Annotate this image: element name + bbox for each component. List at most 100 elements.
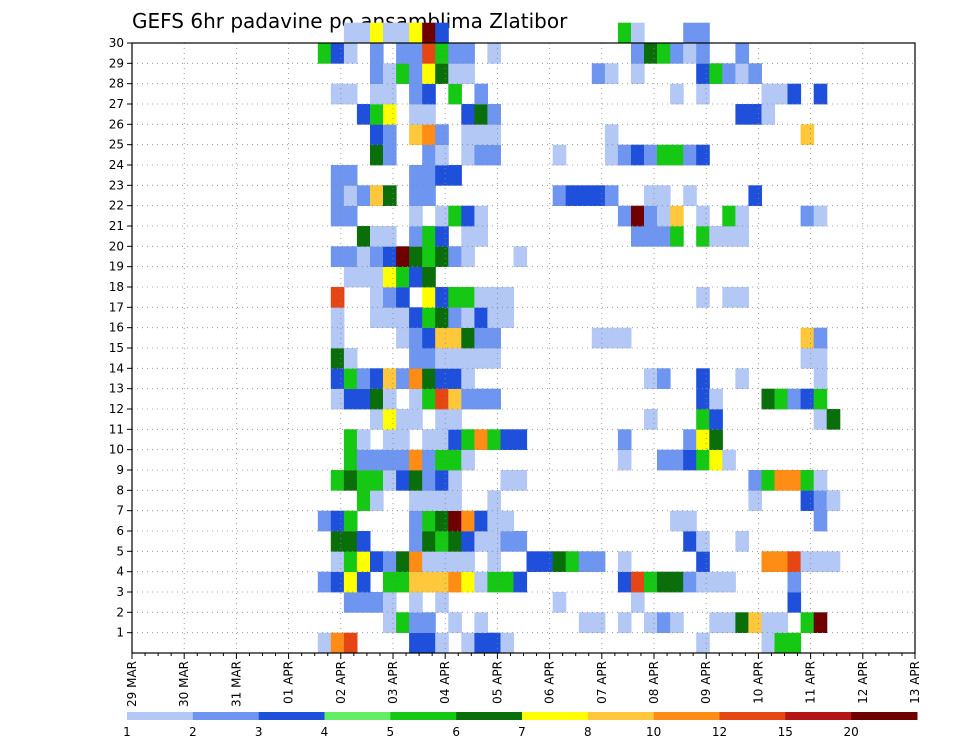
heatmap-cell — [644, 185, 658, 206]
heatmap-cell — [761, 470, 776, 491]
heatmap-cell — [383, 612, 397, 633]
y-tick-label: 14 — [109, 361, 124, 375]
heatmap-cell — [735, 531, 749, 552]
heatmap-cell — [461, 571, 475, 593]
heatmap-cell — [396, 368, 410, 389]
heatmap-cell — [435, 43, 449, 64]
heatmap-cell — [670, 43, 684, 64]
heatmap-cell — [487, 571, 501, 593]
heatmap-cell — [787, 83, 802, 105]
heatmap-cell — [735, 104, 749, 125]
heatmap-cell — [422, 449, 436, 471]
heatmap-cell — [343, 449, 358, 471]
legend-swatch — [785, 712, 852, 720]
heatmap-cell — [461, 63, 475, 84]
y-tick-label: 16 — [109, 321, 124, 335]
legend-label: 12 — [712, 725, 727, 739]
heatmap-cell — [448, 429, 462, 450]
heatmap-cell — [552, 144, 567, 166]
heatmap-cell — [787, 592, 802, 613]
y-tick-label: 24 — [109, 158, 124, 172]
heatmap-cell — [409, 246, 423, 267]
heatmap-cell — [409, 632, 423, 654]
heatmap-cell — [617, 612, 632, 633]
heatmap-cell — [343, 43, 358, 64]
heatmap-cell — [696, 449, 710, 471]
heatmap-cell — [813, 83, 828, 105]
heatmap-cell — [422, 104, 436, 125]
legend-swatch — [587, 712, 655, 720]
legend-swatch — [324, 712, 391, 720]
heatmap-cell — [370, 124, 384, 145]
heatmap-cell — [604, 124, 619, 145]
heatmap-cell — [356, 388, 371, 410]
heatmap-cell — [422, 348, 436, 369]
heatmap-cell — [800, 490, 815, 511]
y-tick-label: 7 — [116, 504, 124, 518]
heatmap-cell — [474, 612, 488, 633]
heatmap-cell — [657, 144, 671, 166]
heatmap-cell — [461, 510, 475, 532]
heatmap-cell — [422, 307, 436, 328]
heatmap-cell — [604, 185, 619, 206]
heatmap-cell — [435, 287, 449, 308]
heatmap-cell — [487, 429, 501, 450]
heatmap-cell — [461, 388, 475, 410]
heatmap-cell — [631, 43, 645, 64]
heatmap-cell — [748, 612, 762, 633]
heatmap-cell — [356, 226, 371, 247]
heatmap-cell — [461, 124, 475, 145]
heatmap-cell — [826, 551, 841, 572]
heatmap-cell — [696, 83, 710, 105]
heatmap-cell — [409, 592, 423, 613]
heatmap-cell — [787, 388, 802, 410]
y-tick-label: 11 — [109, 422, 124, 436]
heatmap-cell — [448, 327, 462, 349]
y-tick-label: 28 — [109, 77, 124, 91]
heatmap-cell — [422, 368, 436, 389]
heatmap-cell — [330, 531, 345, 552]
heatmap-cell — [748, 470, 762, 491]
heatmap-cell — [396, 612, 410, 633]
heatmap-cell — [409, 551, 423, 572]
heatmap-cell — [370, 409, 384, 430]
heatmap-cell — [370, 368, 384, 389]
heatmap-cell — [383, 22, 397, 44]
heatmap-cell — [448, 470, 462, 491]
y-tick-label: 29 — [109, 56, 124, 70]
heatmap-cell — [370, 287, 384, 308]
heatmap-cell — [356, 429, 371, 450]
heatmap-cell — [591, 612, 606, 633]
heatmap-cell — [383, 571, 397, 593]
heatmap-cell — [631, 63, 645, 84]
heatmap-cell — [383, 246, 397, 267]
heatmap-cell — [356, 22, 371, 44]
heatmap-cell — [696, 531, 710, 552]
heatmap-cell — [330, 348, 345, 369]
heatmap-cell — [696, 205, 710, 227]
heatmap-cell — [383, 551, 397, 572]
heatmap-cell — [683, 571, 697, 593]
legend-swatch — [719, 712, 786, 720]
heatmap-cell — [448, 409, 462, 430]
heatmap-cell — [409, 571, 423, 593]
heatmap-cell — [383, 470, 397, 491]
heatmap-cell — [670, 83, 684, 105]
heatmap-cell — [383, 124, 397, 145]
x-tick-label: 09 APR — [699, 661, 713, 704]
heatmap-cell — [683, 22, 697, 44]
heatmap-cell — [422, 185, 436, 206]
heatmap-cell — [396, 429, 410, 450]
heatmap-cell — [343, 246, 358, 267]
heatmap-cell — [422, 551, 436, 572]
heatmap-cell — [683, 144, 697, 166]
heatmap-cell — [591, 327, 606, 349]
heatmap-cell — [631, 592, 645, 613]
heatmap-cell — [696, 22, 710, 44]
heatmap-cell — [474, 388, 488, 410]
heatmap-cell — [683, 43, 697, 64]
legend-swatch — [851, 712, 918, 720]
heatmap-cell — [409, 185, 423, 206]
heatmap-cell — [657, 368, 671, 389]
heatmap-cell — [396, 449, 410, 471]
